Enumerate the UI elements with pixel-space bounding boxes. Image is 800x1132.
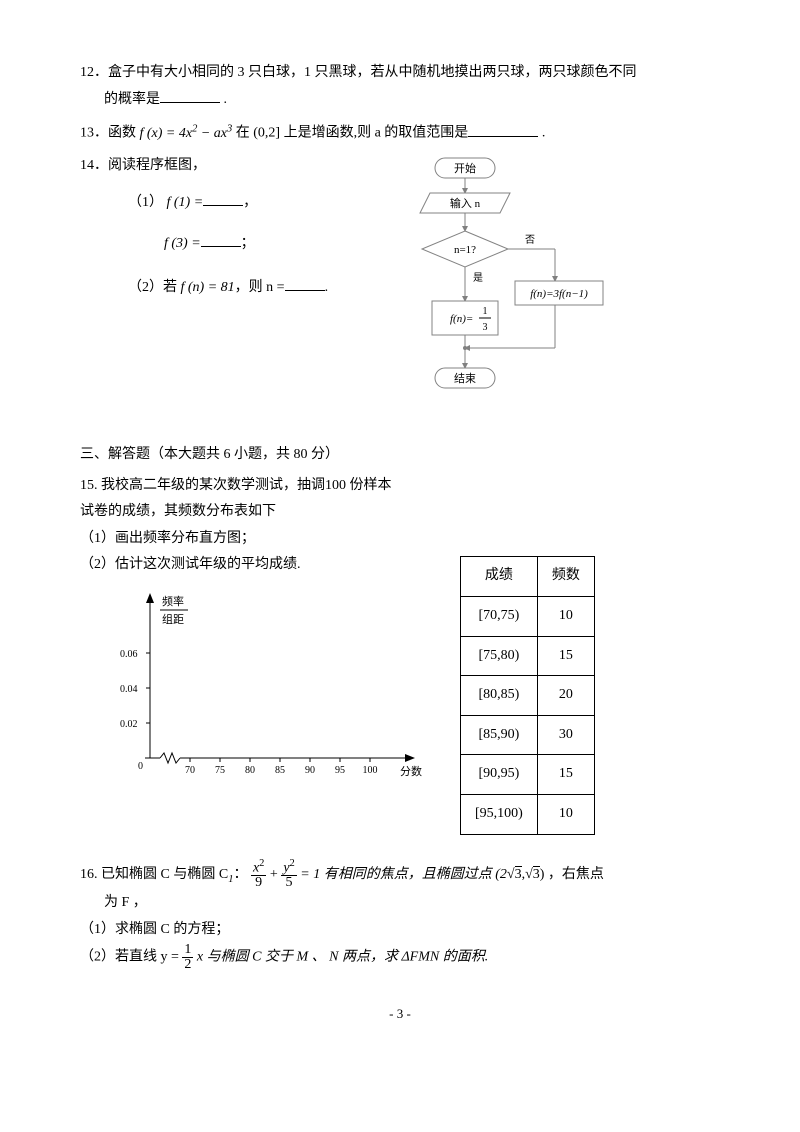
- q16-frac-half: 1 2: [182, 943, 193, 972]
- q16-p1: （1）求椭圆 C 的方程；: [80, 917, 720, 944]
- q15-p1: （1）画出频率分布直方图；: [80, 531, 255, 546]
- q14-f1: f (1) =: [167, 195, 204, 210]
- q15-left: （2）估计这次测试年级的平均成绩. 频率 组距 0.02 0.04: [80, 552, 440, 793]
- q15-p2: （2）估计这次测试年级的平均成绩.: [80, 552, 440, 579]
- question-12: 12．盒子中有大小相同的 3 只白球，1 只黑球，若从中随机地摸出两只球，两只球…: [80, 60, 720, 113]
- q15-right: 成绩 频数 [70,75)10 [75,80)15 [80,85)20 [85,…: [440, 552, 660, 834]
- svg-text:0.06: 0.06: [120, 649, 138, 660]
- question-14-row: 14．阅读程序框图， （1） f (1) =， f (3) =； （2）若 f …: [80, 153, 720, 424]
- q12-text-c: .: [224, 92, 228, 107]
- th-freq: 频数: [537, 557, 594, 597]
- fc-no: 否: [525, 234, 535, 246]
- fc-end: 结束: [454, 372, 476, 385]
- svg-text:0.02: 0.02: [120, 719, 138, 730]
- svg-text:100: 100: [363, 765, 378, 776]
- svg-text:0.04: 0.04: [120, 684, 138, 695]
- q14-fn: f (n) = 81: [181, 280, 235, 295]
- q14-p1a: （1）: [128, 195, 163, 210]
- q14-blank-f3[interactable]: [201, 232, 241, 247]
- svg-text:80: 80: [245, 765, 255, 776]
- table-row: [90,95)15: [461, 755, 595, 795]
- fc-start: 开始: [454, 161, 476, 175]
- chart-ylabel2: 组距: [162, 612, 184, 626]
- q14-blank-n[interactable]: [285, 276, 325, 291]
- svg-text:75: 75: [215, 765, 225, 776]
- histogram-svg: 频率 组距 0.02 0.04 0.06 70 75 80 85 90 95: [90, 583, 430, 783]
- q16-eq-tail: = 1 有相同的焦点，且椭圆过点 (2: [300, 867, 507, 882]
- q16-frac-y: y2 5: [281, 859, 296, 891]
- q14-text: 阅读程序框图，: [108, 158, 206, 173]
- q16-frac-x: x2 9: [251, 859, 266, 891]
- fc-input: 输入 n: [450, 196, 481, 210]
- flowchart-svg: 开始 输入 n n=1? 否 f(n)=3f(n−1) 是 f(n)= 1 3: [380, 153, 610, 413]
- q15-line2: 试卷的成绩，其频数分布表如下: [80, 504, 276, 519]
- fc-yes: 是: [473, 272, 483, 284]
- th-score: 成绩: [461, 557, 538, 597]
- q13-text-c: .: [542, 126, 546, 141]
- page-number: - 3 -: [80, 1002, 720, 1027]
- q12-text-a: 盒子中有大小相同的 3 只白球，1 只黑球，若从中随机地摸出两只球，两只球颜色不…: [108, 65, 637, 80]
- q14-num: 14．: [80, 158, 108, 173]
- svg-text:90: 90: [305, 765, 315, 776]
- fc-base-den: 3: [483, 322, 488, 333]
- q13-text-a: 函数: [108, 126, 136, 141]
- table-header-row: 成绩 频数: [461, 557, 595, 597]
- q12-num: 12．: [80, 65, 108, 80]
- q16-line2: 为 F ，: [80, 890, 720, 917]
- q15-num: 15.: [80, 478, 101, 493]
- q12-text-b: 的概率是: [104, 92, 160, 107]
- table-row: [80,85)20: [461, 676, 595, 716]
- svg-text:85: 85: [275, 765, 285, 776]
- q14-p2a: （2）若: [128, 280, 177, 295]
- chart-xticks: 70 75 80 85 90 95 100: [185, 765, 378, 776]
- svg-text:95: 95: [335, 765, 345, 776]
- table-row: [70,75)10: [461, 597, 595, 637]
- fc-base-l: f(n)=: [450, 313, 473, 325]
- svg-text:70: 70: [185, 765, 195, 776]
- q16-p2: （2）若直线 y = 1 2 x 与椭圆 C 交于 M 、 N 两点，求 ΔFM…: [80, 943, 720, 972]
- q13-num: 13．: [80, 126, 108, 141]
- question-15: 15. 我校高二年级的某次数学测试，抽调100 份样本 试卷的成绩，其频数分布表…: [80, 473, 720, 553]
- section-3-title: 三、解答题（本大题共 6 小题，共 80 分）: [80, 442, 720, 469]
- flowchart-diagram: 开始 输入 n n=1? 否 f(n)=3f(n−1) 是 f(n)= 1 3: [380, 153, 610, 424]
- question-14-text: 14．阅读程序框图， （1） f (1) =， f (3) =； （2）若 f …: [80, 153, 380, 301]
- q13-fx: f (x) = 4x2 − ax3: [140, 126, 236, 141]
- q15-line1: 我校高二年级的某次数学测试，抽调100 份样本: [101, 478, 392, 493]
- question-16: 16. 已知椭圆 C 与椭圆 C1： x2 9 + y2 5 = 1 有相同的焦…: [80, 859, 720, 973]
- fc-base-num: 1: [483, 306, 488, 317]
- q16-num: 16.: [80, 867, 101, 882]
- chart-ylabel1: 频率: [162, 594, 184, 608]
- q13-text-b: 在 (0,2] 上是增函数,则 a 的取值范围是: [236, 126, 469, 141]
- q13-blank[interactable]: [468, 122, 538, 137]
- q14-blank-f1[interactable]: [203, 191, 243, 206]
- q14-f3: f (3) =: [164, 236, 201, 251]
- frequency-table: 成绩 频数 [70,75)10 [75,80)15 [80,85)20 [85,…: [460, 556, 595, 834]
- table-row: [75,80)15: [461, 636, 595, 676]
- q15-row: （2）估计这次测试年级的平均成绩. 频率 组距 0.02 0.04: [80, 552, 720, 834]
- chart-yticks: 0.02 0.04 0.06: [120, 649, 150, 730]
- q16-text-a: 已知椭圆 C 与椭圆 C: [101, 867, 228, 882]
- table-row: [95,100)10: [461, 794, 595, 834]
- fc-rec: f(n)=3f(n−1): [530, 288, 588, 300]
- table-row: [85,90)30: [461, 715, 595, 755]
- histogram-axes: 频率 组距 0.02 0.04 0.06 70 75 80 85 90 95: [90, 583, 430, 793]
- q12-blank[interactable]: [160, 88, 220, 103]
- question-13: 13．函数 f (x) = 4x2 − ax3 在 (0,2] 上是增函数,则 …: [80, 119, 720, 147]
- chart-xlabel: 分数: [400, 765, 422, 778]
- fc-cond: n=1?: [454, 244, 476, 256]
- chart-zero: 0: [138, 761, 143, 772]
